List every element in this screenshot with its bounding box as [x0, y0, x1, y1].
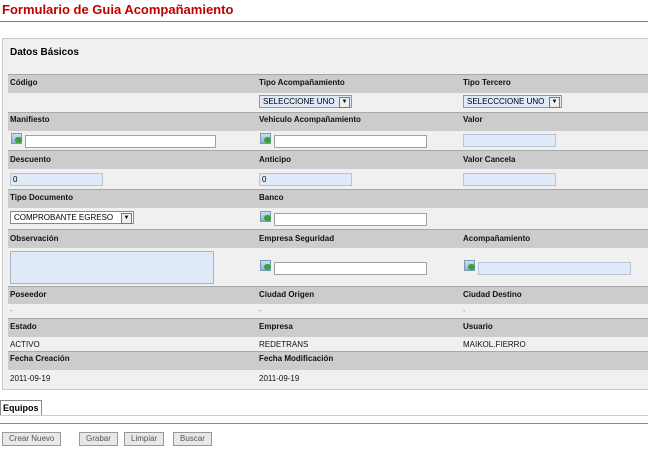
estado-label: Estado — [10, 322, 37, 331]
descuento-label: Descuento — [10, 155, 51, 164]
valor-label: Valor — [463, 115, 483, 124]
acompanamiento-input[interactable] — [478, 262, 631, 275]
chevron-down-icon[interactable]: ▼ — [121, 213, 132, 224]
ciudad-origen-value: - — [259, 306, 262, 315]
valor-cancela-label: Valor Cancela — [463, 155, 516, 164]
page-title: Formulario de Guia Acompañamiento — [2, 2, 234, 17]
estado-value: ACTIVO — [10, 340, 40, 349]
ciudad-destino-label: Ciudad Destino — [463, 290, 522, 299]
search-lookup-icon[interactable] — [260, 133, 271, 144]
selected-value: SELECCIONE UNO — [263, 97, 335, 106]
label-band — [8, 351, 648, 370]
manifiesto-label: Manifiesto — [10, 115, 50, 124]
tipo-acompanamiento-label: Tipo Acompañamiento — [259, 78, 345, 87]
grabar-button[interactable]: Grabar — [79, 432, 118, 446]
tab-equipos[interactable]: Equipos — [0, 400, 42, 416]
fecha-modificacion-value: 2011-09-19 — [259, 374, 300, 383]
section-title: Datos Básicos — [10, 47, 79, 58]
tipo-tercero-label: Tipo Tercero — [463, 78, 511, 87]
codigo-label: Código — [10, 78, 38, 87]
label-band — [8, 112, 648, 131]
banco-input[interactable] — [274, 213, 427, 226]
fecha-modificacion-label: Fecha Modificación — [259, 354, 334, 363]
ciudad-destino-value: - — [463, 306, 466, 315]
search-lookup-icon[interactable] — [260, 211, 271, 222]
vehiculo-label: Vehiculo Acompañamiento — [259, 115, 361, 124]
empresa-value: REDETRANS — [259, 340, 309, 349]
crear-nuevo-button[interactable]: Crear Nuevo — [2, 432, 62, 446]
manifiesto-input[interactable] — [25, 135, 216, 148]
fecha-creacion-label: Fecha Creación — [10, 354, 70, 363]
label-band — [8, 189, 648, 208]
divider — [0, 21, 648, 22]
fecha-creacion-value: 2011-09-19 — [10, 374, 51, 383]
descuento-input[interactable] — [10, 173, 103, 186]
tipo-tercero-select[interactable]: SELECCCIONE UNO ▼ — [463, 95, 562, 108]
anticipo-input[interactable] — [259, 173, 352, 186]
observacion-label: Observación — [10, 234, 59, 243]
empresa-seguridad-input[interactable] — [274, 262, 427, 275]
acompanamiento-label: Acompañamiento — [463, 234, 531, 243]
selected-value: COMPROBANTE EGRESO — [14, 213, 114, 222]
poseedor-label: Poseedor — [10, 290, 47, 299]
empresa-label: Empresa — [259, 322, 293, 331]
search-lookup-icon[interactable] — [464, 260, 475, 271]
label-band — [8, 229, 648, 248]
ciudad-origen-label: Ciudad Origen — [259, 290, 315, 299]
chevron-down-icon[interactable]: ▼ — [339, 97, 350, 108]
search-lookup-icon[interactable] — [11, 133, 22, 144]
valor-input[interactable] — [463, 134, 556, 147]
tipo-documento-select[interactable]: COMPROBANTE EGRESO ▼ — [10, 211, 134, 224]
tipo-documento-label: Tipo Documento — [10, 193, 73, 202]
banco-label: Banco — [259, 193, 284, 202]
empresa-seguridad-label: Empresa Seguridad — [259, 234, 335, 243]
label-band — [8, 74, 648, 93]
usuario-value: MAIKOL.FIERRO — [463, 340, 526, 349]
observacion-textarea[interactable] — [10, 251, 214, 284]
buscar-button[interactable]: Buscar — [173, 432, 212, 446]
valor-cancela-input[interactable] — [463, 173, 556, 186]
search-lookup-icon[interactable] — [260, 260, 271, 271]
anticipo-label: Anticipo — [259, 155, 291, 164]
limpiar-button[interactable]: Limpiar — [124, 432, 165, 446]
usuario-label: Usuario — [463, 322, 493, 331]
tab-content — [0, 415, 648, 424]
poseedor-value: - — [10, 306, 13, 315]
tipo-acompanamiento-select[interactable]: SELECCIONE UNO ▼ — [259, 95, 352, 108]
label-band — [8, 286, 648, 304]
chevron-down-icon[interactable]: ▼ — [549, 97, 560, 108]
label-band — [8, 318, 648, 337]
vehiculo-input[interactable] — [274, 135, 427, 148]
selected-value: SELECCCIONE UNO — [467, 97, 545, 106]
label-band — [8, 150, 648, 169]
